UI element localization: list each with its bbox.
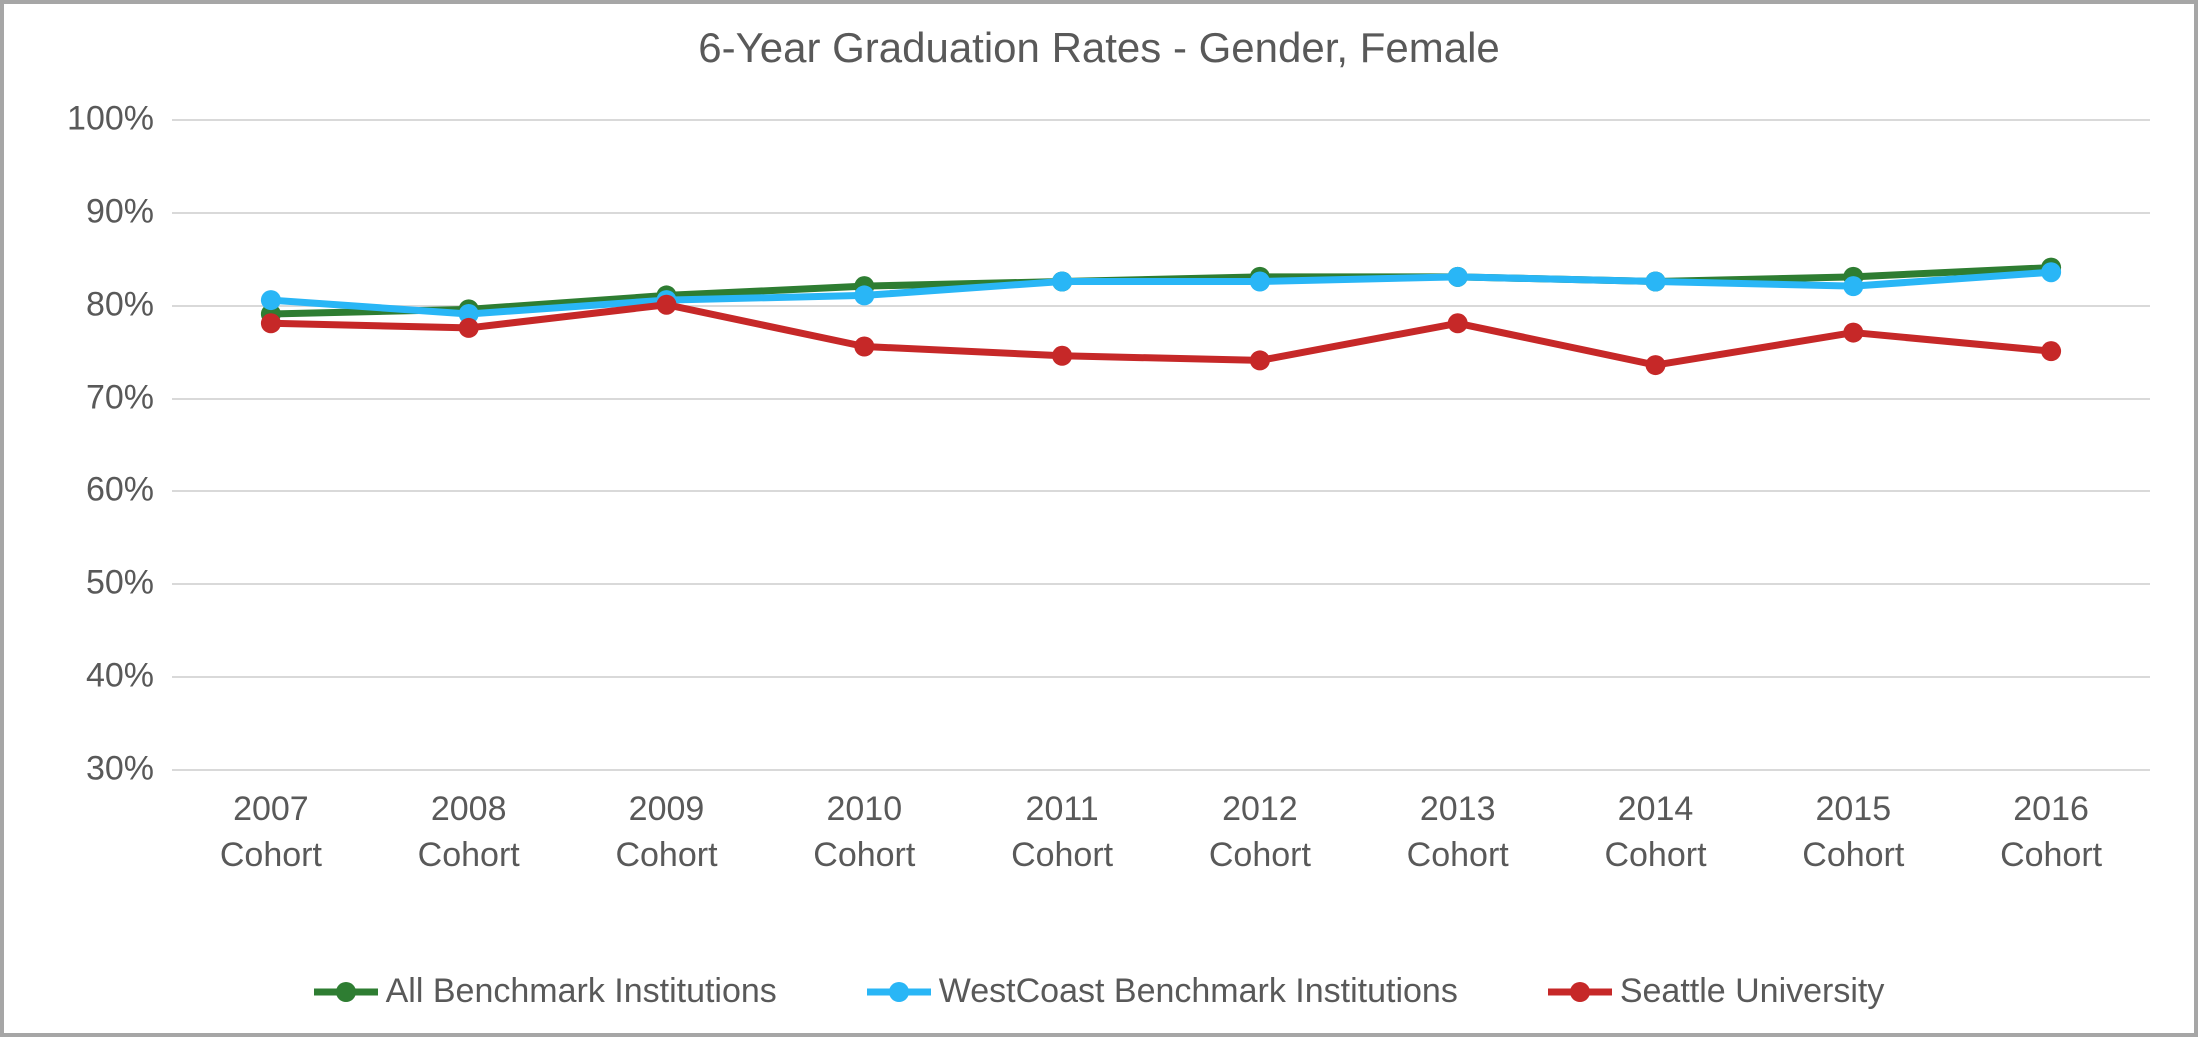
- series-marker: [261, 290, 281, 310]
- gridline: [172, 769, 2150, 771]
- series-marker: [1843, 323, 1863, 343]
- chart-title: 6-Year Graduation Rates - Gender, Female: [4, 24, 2194, 72]
- x-tick-label: 2015 Cohort: [1802, 787, 1904, 879]
- y-tick-label: 60%: [86, 471, 154, 510]
- legend-marker-icon: [889, 982, 909, 1002]
- series-marker: [459, 318, 479, 338]
- plot-area: 30%40%50%60%70%80%90%100%2007 Cohort2008…: [172, 119, 2150, 769]
- legend-item: Seattle University: [1548, 972, 1885, 1011]
- series-marker: [1843, 276, 1863, 296]
- series-marker: [1646, 272, 1666, 292]
- legend-label: WestCoast Benchmark Institutions: [939, 972, 1458, 1011]
- series-line: [271, 305, 2051, 365]
- legend-swatch: [314, 982, 378, 1002]
- legend-swatch: [867, 982, 931, 1002]
- series-marker: [2041, 262, 2061, 282]
- chart-container: 6-Year Graduation Rates - Gender, Female…: [0, 0, 2198, 1037]
- y-tick-label: 40%: [86, 657, 154, 696]
- series-marker: [1448, 267, 1468, 287]
- series-marker: [1448, 313, 1468, 333]
- y-tick-label: 50%: [86, 564, 154, 603]
- series-marker: [2041, 341, 2061, 361]
- legend: All Benchmark Institutions WestCoast Benc…: [4, 972, 2194, 1011]
- legend-marker-icon: [336, 982, 356, 1002]
- series-marker: [1052, 272, 1072, 292]
- legend-item: WestCoast Benchmark Institutions: [867, 972, 1458, 1011]
- y-tick-label: 100%: [67, 100, 154, 139]
- y-tick-label: 90%: [86, 192, 154, 231]
- legend-item: All Benchmark Institutions: [314, 972, 777, 1011]
- legend-label: All Benchmark Institutions: [386, 972, 777, 1011]
- series-marker: [854, 285, 874, 305]
- x-tick-label: 2009 Cohort: [615, 787, 717, 879]
- x-tick-label: 2007 Cohort: [220, 787, 322, 879]
- legend-label: Seattle University: [1620, 972, 1885, 1011]
- series-marker: [1646, 355, 1666, 375]
- series-svg: [172, 119, 2150, 769]
- y-tick-label: 30%: [86, 750, 154, 789]
- series-marker: [1052, 346, 1072, 366]
- y-tick-label: 80%: [86, 285, 154, 324]
- x-tick-label: 2010 Cohort: [813, 787, 915, 879]
- y-tick-label: 70%: [86, 378, 154, 417]
- x-tick-label: 2014 Cohort: [1604, 787, 1706, 879]
- series-marker: [261, 313, 281, 333]
- series-marker: [1250, 350, 1270, 370]
- series-marker: [1250, 272, 1270, 292]
- legend-swatch: [1548, 982, 1612, 1002]
- x-tick-label: 2012 Cohort: [1209, 787, 1311, 879]
- series-marker: [854, 337, 874, 357]
- x-tick-label: 2016 Cohort: [2000, 787, 2102, 879]
- x-tick-label: 2011 Cohort: [1011, 787, 1113, 879]
- series-marker: [657, 295, 677, 315]
- legend-marker-icon: [1570, 982, 1590, 1002]
- x-tick-label: 2013 Cohort: [1407, 787, 1509, 879]
- x-tick-label: 2008 Cohort: [418, 787, 520, 879]
